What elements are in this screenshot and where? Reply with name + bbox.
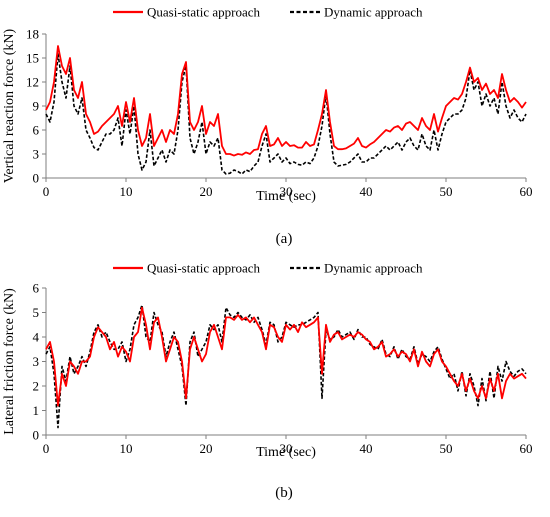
y-tick-label: 4 xyxy=(33,330,40,345)
legend-label-quasi-static: Quasi-static approach xyxy=(147,5,260,20)
x-tick-label: 50 xyxy=(440,441,453,456)
x-tick-label: 40 xyxy=(360,441,373,456)
x-tick-label: 10 xyxy=(120,441,133,456)
x-axis-title: Time (sec) xyxy=(256,445,316,460)
x-tick-label: 20 xyxy=(200,441,213,456)
panel-label: (a) xyxy=(276,231,293,247)
x-tick-label: 30 xyxy=(280,184,293,199)
y-tick-label: 12 xyxy=(26,75,39,90)
y-axis-title: Lateral friction force (kN) xyxy=(2,288,17,435)
x-tick-label: 10 xyxy=(120,184,133,199)
y-tick-label: 6 xyxy=(33,281,40,296)
y-tick-label: 15 xyxy=(26,51,39,66)
x-tick-label: 40 xyxy=(360,184,373,199)
x-tick-label: 60 xyxy=(520,441,533,456)
y-tick-label: 3 xyxy=(33,354,40,369)
chart-panel-a: Quasi-static approach Dynamic approach 0 3 6… xyxy=(2,5,533,248)
y-tick-label: 0 xyxy=(33,171,40,186)
y-axis-title: Vertical reaction force (kN) xyxy=(2,29,17,184)
series-line-dynamic xyxy=(45,304,527,429)
y-tick-label: 18 xyxy=(26,27,39,42)
y-tick-label: 3 xyxy=(33,147,40,162)
x-tick-label: 0 xyxy=(43,441,50,456)
legend-label-dynamic: Dynamic approach xyxy=(324,261,423,276)
series-line-quasi-static xyxy=(45,306,527,407)
x-tick-label: 20 xyxy=(200,184,213,199)
series-line-quasi-static xyxy=(45,45,527,157)
y-tick-label: 2 xyxy=(33,379,40,394)
legend: Quasi-static approach Dynamic approach xyxy=(113,5,423,20)
x-axis-title: Time (sec) xyxy=(256,189,316,204)
legend-label-quasi-static: Quasi-static approach xyxy=(147,261,260,276)
x-tick-label: 50 xyxy=(440,184,453,199)
y-tick-label: 6 xyxy=(33,123,40,138)
panel-label: (b) xyxy=(275,485,293,501)
legend: Quasi-static approach Dynamic approach xyxy=(113,261,423,276)
series-line-dynamic xyxy=(45,53,527,175)
x-tick-label: 0 xyxy=(43,184,50,199)
y-tick-label: 9 xyxy=(33,99,40,114)
y-tick-label: 0 xyxy=(33,428,40,443)
chart-panel-b: Quasi-static approach Dynamic approach 0 1 2… xyxy=(2,261,533,502)
y-tick-label: 1 xyxy=(33,403,40,418)
legend-label-dynamic: Dynamic approach xyxy=(324,5,423,20)
y-tick-label: 5 xyxy=(33,305,40,320)
x-tick-label: 60 xyxy=(520,184,533,199)
x-tick-label: 30 xyxy=(280,441,293,456)
